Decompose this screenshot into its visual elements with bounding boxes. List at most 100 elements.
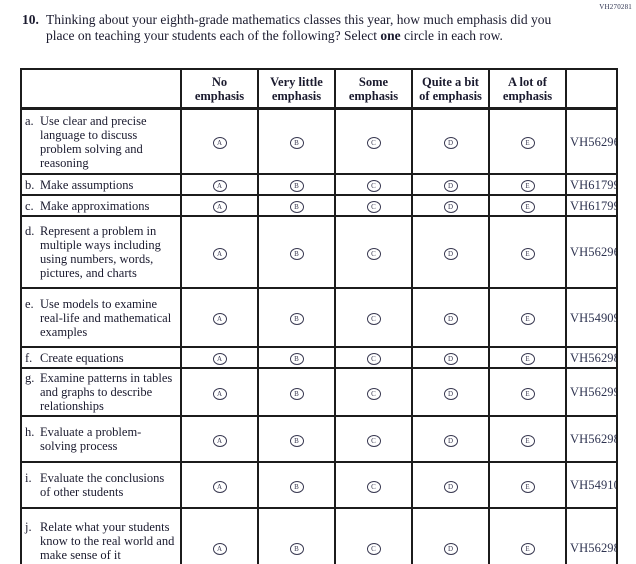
radio-option-c-button[interactable]: C [366, 201, 381, 213]
row-label: Represent a problem in multiple ways inc… [40, 224, 161, 280]
option-cell-c: C [334, 507, 413, 564]
option-cell-b: B [257, 461, 336, 509]
radio-option-c-button[interactable]: C [366, 353, 381, 365]
radio-option-c-button[interactable]: C [366, 387, 381, 400]
row-label: Relate what your students know to the re… [40, 519, 175, 564]
radio-option-c-button[interactable]: C [366, 137, 381, 149]
row-code: VH562988 [565, 507, 618, 564]
table-row-j: j. Relate what your students know to the … [20, 507, 618, 564]
row-code: VH562991 [565, 367, 618, 417]
question-text-part1: Thinking about your eighth-grade mathema… [46, 12, 552, 44]
row-label: Evaluate the conclusions of other studen… [40, 471, 165, 499]
option-cell-e: E [488, 415, 567, 463]
row-letter: i. [25, 471, 32, 485]
option-cell-c: C [334, 194, 413, 217]
radio-option-b-button[interactable]: B [289, 387, 304, 400]
radio-option-e-button[interactable]: E [520, 387, 535, 400]
radio-option-e-button[interactable]: E [520, 543, 535, 555]
item-cell: b. Make assumptions [20, 173, 182, 196]
radio-option-e-button[interactable]: E [520, 434, 535, 447]
radio-option-b-button[interactable]: B [289, 201, 304, 213]
radio-option-d-button[interactable]: D [443, 137, 458, 149]
radio-option-a-button[interactable]: A [212, 247, 227, 260]
question-number: 10. [22, 12, 39, 27]
option-cell-e: E [488, 287, 567, 348]
radio-option-b-button[interactable]: B [289, 480, 304, 493]
radio-option-c-button[interactable]: C [366, 247, 381, 260]
radio-option-e-button[interactable]: E [520, 480, 535, 493]
option-cell-c: C [334, 367, 413, 417]
header-row: No emphasis Very little emphasis Some empha… [20, 68, 618, 110]
header-very-little-line1: Very little [270, 74, 323, 89]
radio-option-a-button[interactable]: A [212, 353, 227, 365]
item-cell: e. Use models to examine real-life and ma… [20, 287, 182, 348]
item-cell: g. Examine patterns in tables and graphs … [20, 367, 182, 417]
radio-option-d-button[interactable]: D [443, 387, 458, 400]
option-cell-a: A [180, 194, 259, 217]
radio-option-a-button[interactable]: A [212, 201, 227, 213]
radio-option-a-button[interactable]: A [212, 180, 227, 192]
option-cell-c: C [334, 287, 413, 348]
radio-option-e-button[interactable]: E [520, 201, 535, 213]
option-cell-e: E [488, 367, 567, 417]
radio-option-c-button[interactable]: C [366, 313, 381, 325]
option-cell-a: A [180, 215, 259, 289]
item-cell: a. Use clear and precise language to disc… [20, 107, 182, 175]
option-cell-d: D [411, 461, 490, 509]
radio-option-b-button[interactable]: B [289, 353, 304, 365]
option-cell-d: D [411, 173, 490, 196]
row-code: VH562965 [565, 107, 618, 175]
radio-option-a-button[interactable]: A [212, 434, 227, 447]
radio-option-b-button[interactable]: B [289, 543, 304, 555]
table-row-f: f. Create equations A B C D E VH562985 [20, 346, 618, 369]
radio-option-d-button[interactable]: D [443, 543, 458, 555]
radio-option-d-button[interactable]: D [443, 353, 458, 365]
row-label: Create equations [40, 350, 124, 365]
option-cell-d: D [411, 287, 490, 348]
radio-option-b-button[interactable]: B [289, 247, 304, 260]
radio-option-c-button[interactable]: C [366, 480, 381, 493]
header-quite-a-bit-emphasis: Quite a bit of emphasis [411, 68, 490, 110]
radio-option-a-button[interactable]: A [212, 387, 227, 400]
radio-option-d-button[interactable]: D [443, 180, 458, 192]
radio-option-d-button[interactable]: D [443, 480, 458, 493]
radio-option-c-button[interactable]: C [366, 434, 381, 447]
radio-option-e-button[interactable]: E [520, 180, 535, 192]
radio-option-b-button[interactable]: B [289, 137, 304, 149]
option-cell-a: A [180, 367, 259, 417]
row-code: VH562967 [565, 215, 618, 289]
radio-option-e-button[interactable]: E [520, 313, 535, 325]
radio-option-e-button[interactable]: E [520, 353, 535, 365]
header-a-lot-line2: emphasis [502, 88, 553, 103]
radio-option-a-button[interactable]: A [212, 137, 227, 149]
radio-option-d-button[interactable]: D [443, 247, 458, 260]
radio-option-c-button[interactable]: C [366, 180, 381, 192]
option-cell-d: D [411, 215, 490, 289]
row-letter: f. [25, 350, 33, 365]
option-cell-c: C [334, 461, 413, 509]
radio-option-e-button[interactable]: E [520, 137, 535, 149]
radio-option-c-button[interactable]: C [366, 543, 381, 555]
header-very-little-emphasis: Very little emphasis [257, 68, 336, 110]
option-cell-c: C [334, 107, 413, 175]
row-letter: h. [25, 425, 35, 439]
radio-option-d-button[interactable]: D [443, 313, 458, 325]
option-cell-a: A [180, 287, 259, 348]
radio-option-b-button[interactable]: B [289, 434, 304, 447]
radio-option-d-button[interactable]: D [443, 434, 458, 447]
question-text-bold-one: one [380, 28, 401, 44]
radio-option-a-button[interactable]: A [212, 313, 227, 325]
question-text-part2: circle in each row. [400, 28, 503, 44]
radio-option-a-button[interactable]: A [212, 480, 227, 493]
radio-option-b-button[interactable]: B [289, 313, 304, 325]
radio-option-a-button[interactable]: A [212, 543, 227, 555]
radio-option-e-button[interactable]: E [520, 247, 535, 260]
row-label: Examine patterns in tables and graphs to… [40, 371, 173, 413]
radio-option-b-button[interactable]: B [289, 180, 304, 192]
row-label: Make approximations [40, 198, 150, 213]
page-accession-code: VH270281 [599, 3, 632, 11]
table-row-b: b. Make assumptions A B C D E VH617994 [20, 173, 618, 196]
radio-option-d-button[interactable]: D [443, 201, 458, 213]
option-cell-c: C [334, 215, 413, 289]
option-cell-b: B [257, 215, 336, 289]
